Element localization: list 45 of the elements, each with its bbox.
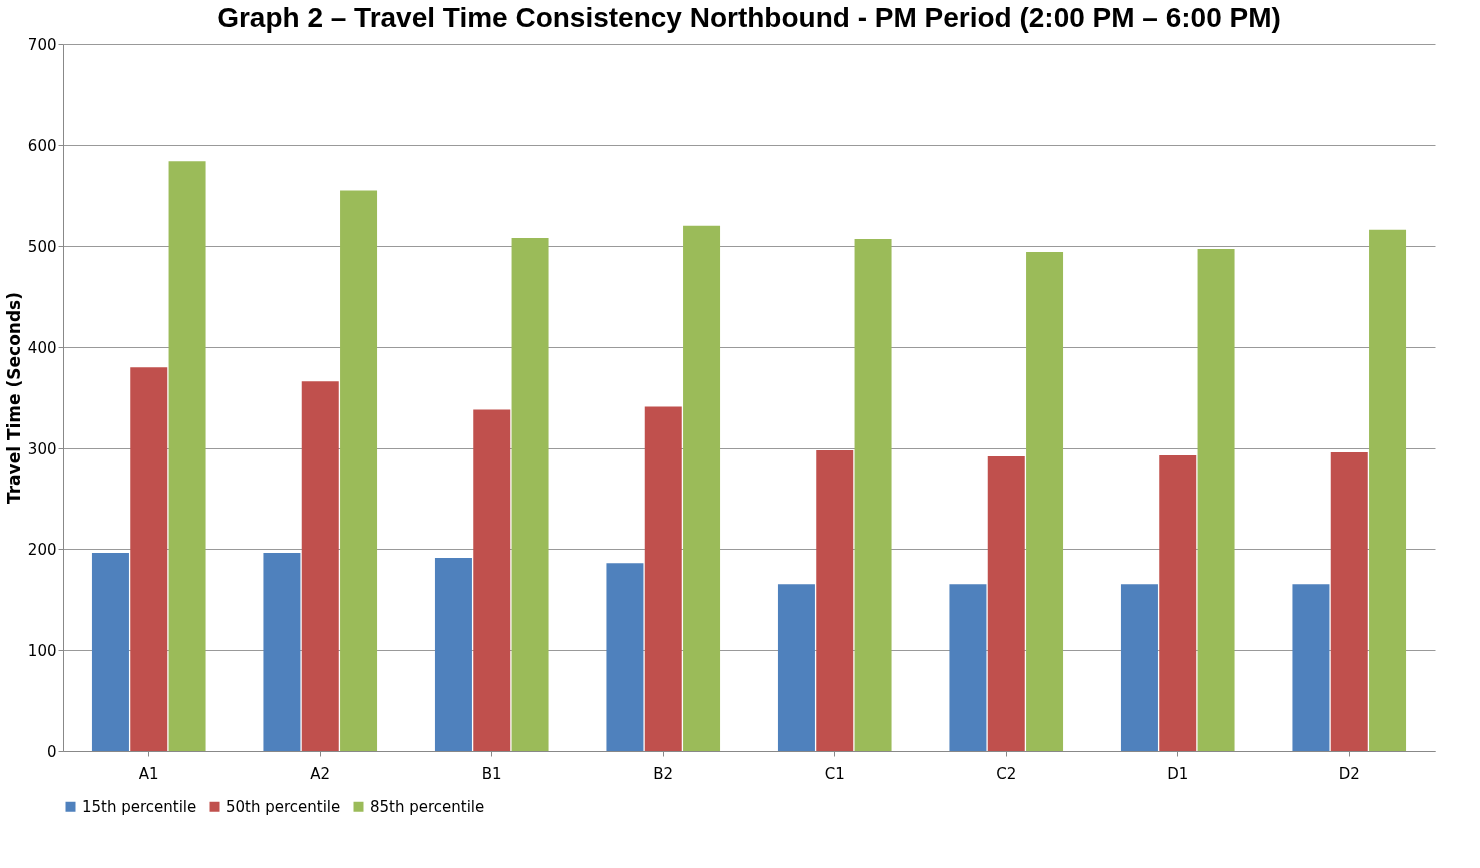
x-tick-label: B2 xyxy=(653,764,674,783)
y-tick-label: 700 xyxy=(27,35,57,54)
legend-label: 50th percentile xyxy=(226,797,341,816)
bar xyxy=(777,584,815,751)
bar xyxy=(1197,249,1235,751)
x-tick-label: B1 xyxy=(481,764,502,783)
legend-label: 15th percentile xyxy=(82,797,197,816)
y-tick-label: 400 xyxy=(27,338,57,357)
x-tick-label: D1 xyxy=(1167,764,1189,783)
chart-title: Graph 2 – Travel Time Consistency Northbound - PM Period (2:00 PM – 6:00 PM) xyxy=(217,2,1281,33)
bar xyxy=(644,406,682,751)
bar xyxy=(683,225,721,751)
bar xyxy=(434,558,472,751)
bar xyxy=(263,553,301,751)
x-tick-label: A2 xyxy=(310,764,331,783)
y-axis-title: Travel Time (Seconds) xyxy=(3,292,24,504)
bar xyxy=(1120,584,1158,751)
bar xyxy=(301,381,339,751)
y-tick-label: 600 xyxy=(27,136,57,155)
bar xyxy=(1369,229,1407,751)
bar xyxy=(130,367,168,751)
y-tick-label: 200 xyxy=(27,540,57,559)
x-tick-label: A1 xyxy=(138,764,159,783)
bar xyxy=(511,237,549,751)
y-tick-label: 100 xyxy=(27,641,57,660)
legend-label: 85th percentile xyxy=(370,797,485,816)
bar xyxy=(1159,455,1197,751)
bar xyxy=(816,450,854,751)
y-tick-label: 300 xyxy=(27,439,57,458)
y-tick-label: 0 xyxy=(46,742,57,761)
bar xyxy=(91,553,129,751)
bar xyxy=(473,409,511,751)
bar xyxy=(987,456,1025,751)
bar xyxy=(1330,452,1368,751)
bar xyxy=(1026,252,1064,751)
bar xyxy=(949,584,987,751)
bar xyxy=(168,161,206,751)
x-tick-label: C2 xyxy=(996,764,1017,783)
y-tick-label: 500 xyxy=(27,237,57,256)
x-tick-label: C1 xyxy=(824,764,845,783)
bar xyxy=(606,563,644,751)
x-tick-label: D2 xyxy=(1338,764,1360,783)
bar xyxy=(1292,584,1330,751)
bar xyxy=(340,190,378,751)
bar xyxy=(854,238,892,751)
